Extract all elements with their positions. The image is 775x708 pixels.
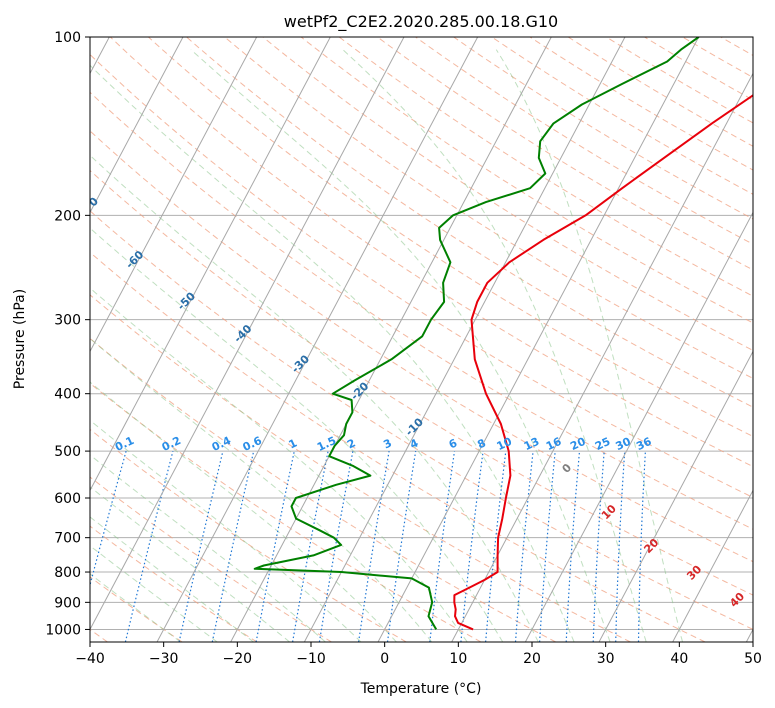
- x-tick-label: −30: [149, 651, 179, 667]
- dry-adiabat: [224, 37, 753, 379]
- mixing-ratio-line: [386, 451, 417, 642]
- x-tick-label: 20: [523, 651, 541, 667]
- isotherm-line: [524, 211, 753, 642]
- moist-adiabat: [190, 49, 611, 642]
- mixing-ratio-line: [514, 451, 534, 642]
- mixing-ratio-line: [90, 450, 127, 588]
- mixing-ratio-line: [211, 450, 255, 642]
- dry-adiabat: [148, 37, 753, 438]
- isotherm-line: [90, 37, 258, 353]
- isotherm-line: [230, 37, 552, 642]
- mixing-ratio-label: 16: [544, 435, 564, 453]
- y-tick-label: 400: [54, 387, 81, 403]
- x-tick-label: −40: [75, 651, 105, 667]
- mixing-ratio-line: [178, 450, 224, 642]
- mixing-ratio-label: 10: [495, 435, 515, 453]
- moist-adiabat: [90, 454, 326, 642]
- mixing-ratio-line: [255, 450, 295, 642]
- dry-adiabat: [90, 294, 631, 642]
- x-tick-label: 50: [744, 651, 762, 667]
- mixing-ratio-line: [539, 451, 556, 642]
- dry-adiabat: [109, 37, 753, 468]
- y-axis-title: Pressure (hPa): [12, 289, 28, 389]
- dry-adiabat: [415, 37, 753, 245]
- dry-adiabat: [90, 337, 556, 642]
- moist-adiabat: [90, 227, 504, 642]
- x-tick-label: 40: [670, 651, 688, 667]
- moist-adiabat: [90, 64, 575, 642]
- y-tick-label: 200: [54, 208, 81, 224]
- mixing-ratio-line: [460, 451, 484, 642]
- profile-series: [253, 37, 753, 631]
- moist-adiabat: [90, 381, 397, 642]
- mixing-ratio-lines: [90, 450, 646, 642]
- dry-adiabat: [338, 37, 753, 297]
- mixing-ratio-line: [485, 451, 507, 642]
- y-tick-label: 500: [54, 444, 81, 460]
- dry-adiabat: [90, 476, 332, 642]
- dry-adiabat: [90, 91, 753, 530]
- moist-adiabat: [495, 49, 683, 642]
- isotherm-line: [377, 37, 700, 642]
- dry-adiabat: [90, 169, 753, 596]
- mixing-ratio-line: [565, 451, 581, 642]
- skewed-isotherms: [90, 37, 753, 642]
- mixing-ratio-line: [358, 450, 390, 642]
- mixing-ratio-line: [292, 450, 329, 642]
- isotherm-label: -70: [78, 194, 101, 217]
- y-tick-label: 1000: [45, 622, 81, 638]
- x-axis-ticks: −40 −30 −20 −10 0 10 20 30 40 50: [75, 642, 762, 667]
- x-tick-label: −20: [223, 651, 253, 667]
- temperature-profile-line: [453, 94, 753, 631]
- isotherm-line: [672, 489, 753, 642]
- y-axis-ticks: 100 200 300 400 500 600 700 800 900 1000: [45, 30, 90, 638]
- moist-adiabat: [90, 419, 362, 642]
- dry-adiabat: [186, 37, 753, 408]
- y-tick-label: 700: [54, 531, 81, 547]
- mixing-ratio-label: 30: [613, 435, 633, 453]
- x-axis-title: Temperature (°C): [360, 681, 482, 697]
- dry-adiabat: [262, 37, 753, 351]
- moist-adiabat: [342, 49, 647, 642]
- x-tick-label: 30: [597, 651, 615, 667]
- dewpoint-profile-line: [253, 37, 700, 630]
- y-tick-label: 100: [54, 30, 81, 46]
- moist-adiabat: [90, 337, 433, 642]
- x-tick-label: −10: [296, 651, 326, 667]
- dry-adiabat: [90, 251, 706, 642]
- mixing-ratio-line: [637, 451, 646, 642]
- y-tick-label: 600: [54, 491, 81, 507]
- isotherm-line: [598, 350, 753, 642]
- moist-adiabat: [90, 287, 468, 642]
- mixing-ratio-label: 25: [593, 435, 612, 453]
- dry-adiabat: [300, 37, 753, 324]
- dry-adiabat: [90, 130, 753, 563]
- dry-adiabat: [377, 37, 753, 271]
- plot-frame: [89, 36, 754, 643]
- isotherm-line: [90, 37, 184, 214]
- mixing-ratio-label: 36: [634, 435, 654, 453]
- x-tick-label: 10: [449, 651, 467, 667]
- isotherm-line: [451, 72, 753, 642]
- chart-title: wetPf2_C2E2.2020.285.00.18.G10: [284, 12, 558, 32]
- y-tick-label: 800: [54, 565, 81, 581]
- y-tick-label: 900: [54, 595, 81, 611]
- mixing-ratio-label: 13: [522, 435, 541, 453]
- isotherm-line: [90, 37, 331, 492]
- y-tick-label: 300: [54, 313, 81, 329]
- isotherm-line: [156, 37, 479, 642]
- mixing-ratio-line: [124, 450, 174, 642]
- mixing-ratio-line: [592, 451, 605, 642]
- mixing-ratio-label: 20: [568, 435, 588, 453]
- x-tick-label: 0: [380, 651, 389, 667]
- isotherm-line: [303, 37, 626, 642]
- mixing-ratio-line: [318, 450, 354, 642]
- mixing-ratio-line: [429, 451, 456, 642]
- isotherm-line: [90, 37, 405, 631]
